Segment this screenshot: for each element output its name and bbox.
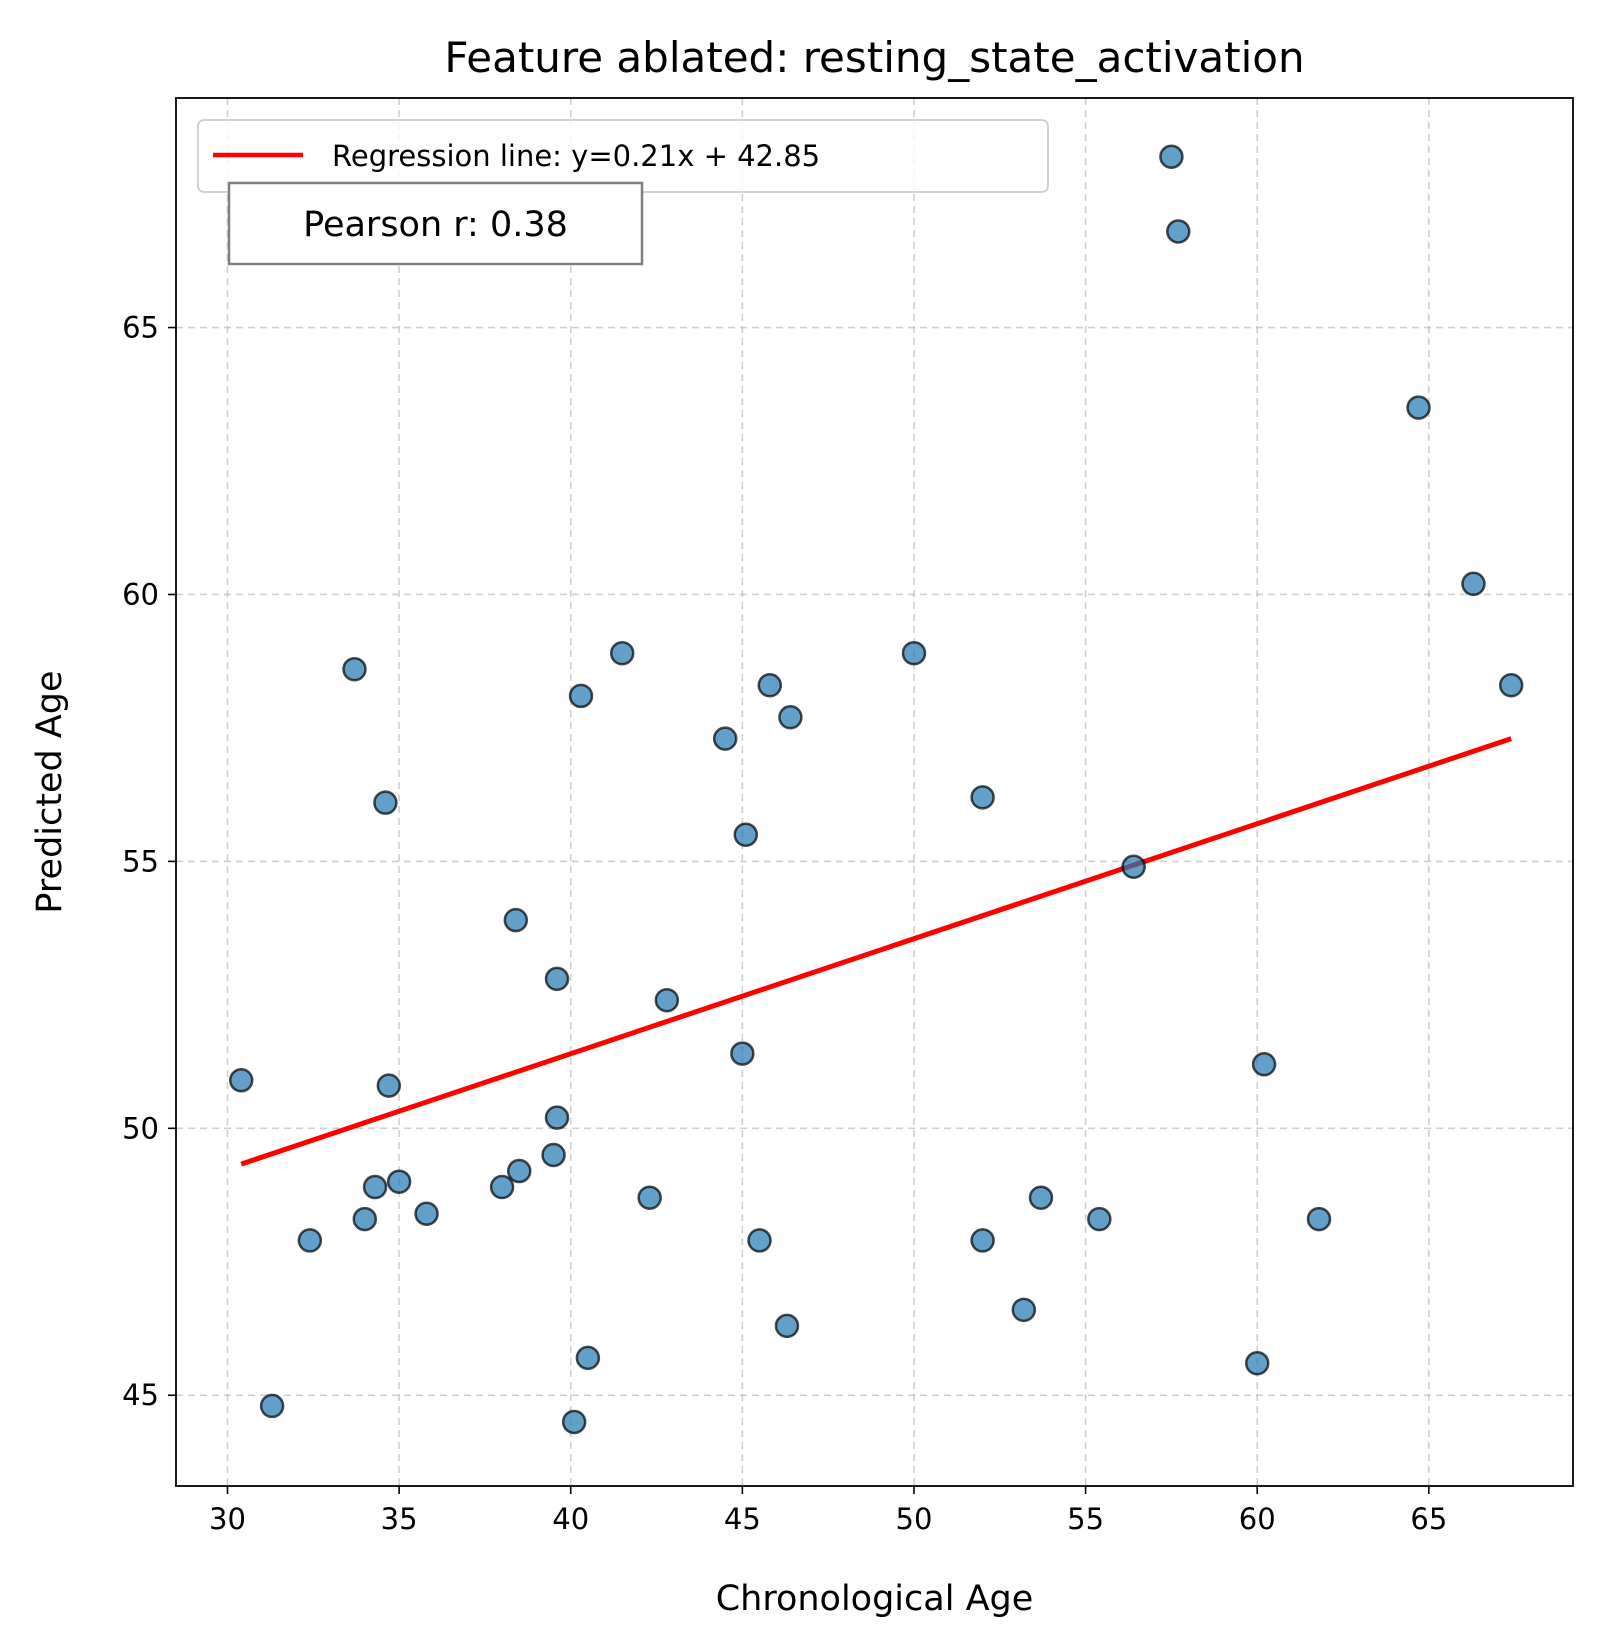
grid-lines	[176, 98, 1573, 1486]
regression-line	[240, 736, 1513, 1167]
scatter-point	[609, 640, 635, 666]
annotation-box	[227, 181, 644, 266]
regression-layer	[240, 736, 1513, 1167]
scatter-point	[376, 1073, 402, 1098]
scatter-point	[544, 1105, 570, 1130]
scatter-point	[362, 1174, 388, 1200]
scatter-point	[414, 1201, 439, 1226]
y-tick-label: 60	[122, 577, 159, 611]
scatter-point	[489, 1174, 515, 1200]
axis-ticks: 30 35 40 45 50 55 60 65 45 50 55 60 65	[122, 311, 1447, 1536]
scatter-point	[970, 1228, 995, 1253]
scatter-point	[970, 785, 995, 810]
scatter-point	[901, 640, 927, 666]
x-tick-label: 60	[1239, 1502, 1276, 1536]
chart-title: Feature ablated: resting_state_activatio…	[444, 33, 1304, 82]
scatter-point	[733, 822, 759, 847]
scatter-point	[506, 1158, 532, 1184]
scatter-point	[757, 672, 783, 698]
scatter-points	[228, 144, 1524, 1435]
x-tick-label: 30	[209, 1502, 246, 1536]
scatter-point	[544, 966, 570, 992]
scatter-point	[1121, 854, 1146, 879]
scatter-point	[386, 1169, 412, 1194]
scatter-point	[1251, 1052, 1277, 1077]
scatter-point	[1166, 219, 1191, 244]
scatter-point	[1028, 1185, 1054, 1210]
y-tick-label: 50	[122, 1111, 159, 1145]
scatter-point	[712, 726, 738, 751]
scatter-point	[637, 1185, 662, 1210]
scatter-point	[747, 1228, 772, 1253]
scatter-point	[561, 1409, 587, 1435]
y-axis-title: Predicted Age	[30, 670, 70, 913]
y-tick-label: 55	[122, 844, 159, 878]
scatter-point	[342, 656, 367, 682]
scatter-point	[730, 1041, 755, 1066]
scatter-point	[503, 907, 529, 933]
scatter-point	[1159, 144, 1184, 169]
scatter-point	[568, 683, 594, 709]
scatter-point	[373, 790, 398, 815]
scatter-point	[541, 1142, 566, 1168]
scatter-point	[1244, 1350, 1270, 1376]
scatter-point	[575, 1345, 601, 1371]
plot-frame	[175, 97, 1574, 1487]
scatter-point	[1406, 395, 1431, 420]
scatter-point	[774, 1313, 800, 1339]
x-tick-label: 45	[724, 1502, 761, 1536]
y-tick-label: 65	[122, 311, 159, 345]
scatter-point	[1461, 571, 1486, 597]
scatter-point	[778, 705, 803, 730]
scatter-point	[259, 1393, 285, 1419]
x-axis-title: Chronological Age	[716, 1579, 1034, 1619]
legend-label: Regression line: y=0.21x + 42.85	[332, 139, 820, 173]
scatter-point	[1306, 1206, 1332, 1232]
legend: Regression line: y=0.21x + 42.85	[197, 119, 1049, 193]
scatter-point	[1498, 672, 1524, 698]
scatter-point	[1087, 1206, 1112, 1232]
x-tick-label: 35	[381, 1502, 418, 1536]
x-tick-label: 65	[1410, 1502, 1447, 1536]
x-tick-label: 50	[896, 1502, 933, 1536]
y-tick-label: 45	[122, 1378, 159, 1412]
scatter-point	[654, 987, 680, 1013]
x-tick-label: 55	[1067, 1502, 1104, 1536]
pearson-annotation: Pearson r: 0.38	[227, 181, 644, 266]
pearson-r-text: Pearson r: 0.38	[303, 205, 568, 245]
scatter-point	[352, 1206, 378, 1232]
x-tick-label: 40	[552, 1502, 589, 1536]
scatter-point	[297, 1228, 323, 1253]
scatter-point	[1011, 1297, 1037, 1323]
scatter-point	[228, 1068, 254, 1093]
